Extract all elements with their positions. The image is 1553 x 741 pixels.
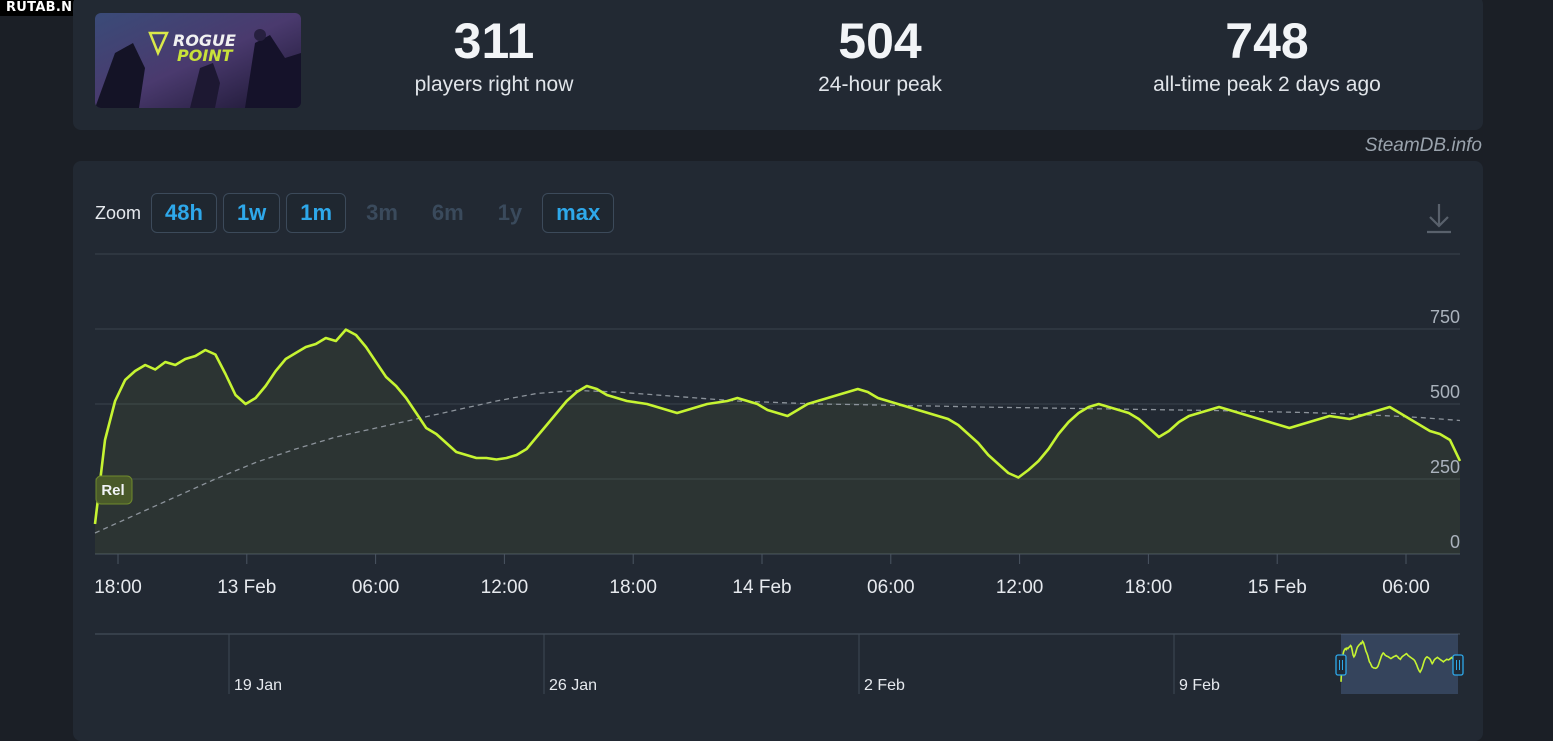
navigator-tick-label: 26 Jan [549, 677, 597, 694]
x-tick-label: 13 Feb [217, 577, 276, 598]
game-art-image: ROGUE POINT [95, 13, 301, 108]
x-tick-label: 14 Feb [732, 577, 791, 598]
x-tick-label: 15 Feb [1248, 577, 1307, 598]
player-count-chart: 19 Jan 26 Jan 2 Feb 9 Feb Rel 0 250 500 750 18:… [93, 253, 1464, 694]
stat-value: 504 [838, 13, 922, 69]
stat-players-now: 311 players right now [344, 10, 644, 98]
series-area [95, 329, 1460, 554]
handle-box [1452, 654, 1464, 676]
navigator-tick-label: 19 Jan [234, 677, 282, 694]
x-tick-label: 06:00 [867, 577, 915, 598]
chart-gridlines [95, 253, 1460, 564]
chart-panel: Zoom 48h 1w 1m 3m 6m 1y max [73, 161, 1483, 741]
stat-label: all-time peak 2 days ago [1153, 73, 1381, 96]
x-tick-label: 18:00 [609, 577, 657, 598]
handle-box [1335, 654, 1347, 676]
game-logo-text-2: POINT [177, 46, 234, 65]
y-tick-label: 250 [1430, 457, 1460, 477]
x-tick-label: 18:00 [1125, 577, 1173, 598]
chart-series: Rel [93, 328, 1462, 554]
download-icon[interactable] [1425, 201, 1453, 235]
zoom-1w-button[interactable]: 1w [222, 193, 281, 233]
series-line [93, 328, 1462, 525]
stat-label: 24-hour peak [818, 73, 942, 96]
download-icon-glyph [1427, 204, 1451, 234]
navigator-tick-label: 2 Feb [864, 677, 905, 694]
navigator-right-handle[interactable] [1452, 654, 1464, 676]
steamdb-credit-link[interactable]: SteamDB.info [1364, 135, 1482, 156]
y-tick-label: 500 [1430, 382, 1460, 402]
zoom-48h-button[interactable]: 48h [151, 193, 217, 233]
release-marker-box [95, 475, 133, 505]
chart-axis-labels: 0 250 500 750 18:00 13 Feb 06:00 12:00 18:00 14 F… [94, 307, 1460, 598]
zoom-1m-button[interactable]: 1m [286, 193, 347, 233]
release-marker: Rel [95, 475, 133, 505]
stats-card: ROGUE POINT 311 players right now 504 24… [73, 0, 1483, 130]
zoom-label: Zoom [95, 202, 142, 223]
zoom-max-button[interactable]: max [542, 193, 615, 233]
game-thumbnail[interactable]: ROGUE POINT [95, 13, 301, 108]
zoom-controls: Zoom 48h 1w 1m 3m 6m 1y max [95, 192, 620, 234]
stat-value: 748 [1225, 13, 1309, 69]
zoom-6m-button: 6m [431, 200, 464, 225]
zoom-3m-button: 3m [366, 200, 398, 225]
game-logo-text: ROGUE [173, 31, 236, 50]
x-tick-label: 12:00 [996, 577, 1044, 598]
stat-value: 311 [453, 13, 535, 69]
chart-navigator[interactable]: 19 Jan 26 Jan 2 Feb 9 Feb [95, 633, 1464, 694]
navigator-tick-label: 9 Feb [1179, 677, 1220, 694]
navigator-line [1340, 639, 1459, 682]
stat-label: players right now [414, 73, 574, 96]
release-marker-label: Rel [101, 482, 124, 499]
navigator-left-handle[interactable] [1335, 654, 1347, 676]
stat-all-time-peak: 748 all-time peak 2 days ago [1117, 10, 1417, 98]
navigator-selection [1341, 634, 1458, 694]
y-tick-label: 750 [1430, 307, 1460, 327]
y-tick-label: 0 [1450, 532, 1460, 552]
x-tick-label: 06:00 [1382, 577, 1430, 598]
x-tick-label: 18:00 [94, 577, 142, 598]
zoom-1y-button: 1y [497, 200, 523, 225]
stat-24h-peak: 504 24-hour peak [730, 10, 1030, 98]
x-tick-label: 12:00 [481, 577, 529, 598]
x-tick-label: 06:00 [352, 577, 400, 598]
